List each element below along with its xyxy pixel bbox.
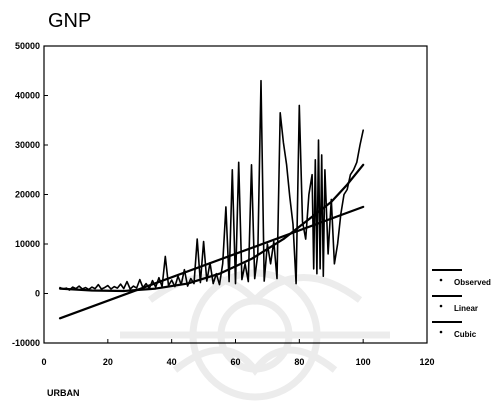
y-axis-ticks: -10000 0 10000 20000 30000 40000 50000 [12, 41, 48, 348]
plot-frame [43, 45, 428, 344]
y-tick-label: 10000 [15, 239, 40, 249]
series-observed-line [59, 79, 364, 291]
y-tick-label: 20000 [15, 190, 40, 200]
legend-marker [439, 278, 443, 282]
y-tick-label: 30000 [15, 140, 40, 150]
legend-label: Observed [454, 278, 491, 287]
series-cubic-line [58, 163, 365, 293]
x-tick-label: 120 [419, 357, 434, 367]
y-tick-label: 0 [35, 289, 40, 299]
legend: Observed Linear Cubic [432, 269, 491, 339]
x-axis-ticks: 0 20 40 60 80 100 120 [41, 339, 435, 367]
y-tick-label: 50000 [15, 41, 40, 51]
legend-marker [439, 304, 443, 308]
x-tick-label: 40 [167, 357, 177, 367]
x-tick-label: 60 [230, 357, 240, 367]
y-tick-label: -10000 [12, 338, 40, 348]
legend-label: Cubic [454, 330, 477, 339]
legend-marker [439, 330, 443, 334]
watermark-emblem [120, 269, 390, 401]
x-tick-label: 0 [41, 357, 46, 367]
x-axis-label: URBAN [47, 388, 80, 398]
x-tick-label: 100 [356, 357, 371, 367]
y-tick-label: 40000 [15, 91, 40, 101]
legend-label: Linear [454, 304, 478, 313]
x-tick-label: 20 [103, 357, 113, 367]
series-linear-line [58, 205, 365, 320]
chart-title: GNP [48, 10, 91, 32]
series-layer [58, 79, 365, 320]
x-tick-label: 80 [294, 357, 304, 367]
